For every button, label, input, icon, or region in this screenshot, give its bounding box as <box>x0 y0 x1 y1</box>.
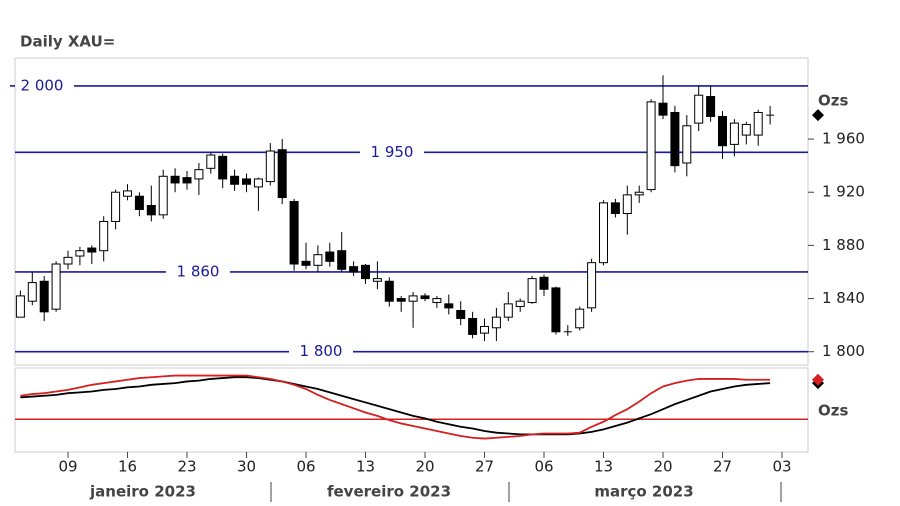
level-label: 1 860 <box>177 262 220 280</box>
candle-body <box>384 280 394 302</box>
candle-body <box>123 190 132 197</box>
indicator-unit-label: Ozs <box>818 402 848 420</box>
candle-body <box>75 250 85 257</box>
candle-body <box>753 111 763 136</box>
main-panel-frame <box>14 57 809 366</box>
x-tick-label: 20 <box>653 458 672 476</box>
candle-body <box>206 154 216 169</box>
x-tick-label: 06 <box>296 458 315 476</box>
candle-body <box>242 178 251 185</box>
candle-body <box>622 194 632 214</box>
candle-body <box>134 195 144 211</box>
x-tick-label: 30 <box>237 458 256 476</box>
candle-body <box>361 264 370 280</box>
candle-body <box>158 175 168 216</box>
indicator-panel-frame <box>14 367 809 453</box>
x-tick-label: 27 <box>475 458 494 476</box>
candle-body <box>313 254 323 266</box>
candle-body <box>87 247 97 253</box>
candle-body <box>230 175 240 185</box>
candle-body <box>527 278 537 304</box>
candle-body <box>610 202 620 214</box>
candle-body <box>218 155 228 180</box>
unit-label: Ozs <box>818 92 848 110</box>
candle-body <box>503 303 513 318</box>
candle-body <box>551 287 561 333</box>
candle-body <box>468 317 478 335</box>
candle-body <box>301 260 311 266</box>
x-tick-label: 06 <box>534 458 553 476</box>
indicator-line <box>20 376 771 436</box>
candle-body <box>182 177 192 184</box>
candle-body <box>325 251 335 262</box>
candle-body <box>349 266 359 273</box>
candle-body <box>706 96 716 117</box>
candle-body <box>575 308 585 329</box>
candle-body <box>146 205 156 216</box>
candle-body <box>15 295 25 318</box>
y-tick-label: 1 880 <box>822 236 865 254</box>
x-tick-label: 13 <box>594 458 613 476</box>
x-tick-label: 20 <box>415 458 434 476</box>
candle-body <box>587 262 597 309</box>
candle-body <box>670 111 680 167</box>
level-label: 1 950 <box>371 143 414 161</box>
month-label: março 2023 <box>594 483 693 501</box>
candle-body <box>51 263 61 310</box>
y-tick-label: 1 840 <box>822 289 865 307</box>
candle-body <box>491 316 501 329</box>
candle-body <box>456 310 466 319</box>
candle-body <box>289 201 299 265</box>
x-tick-label: 23 <box>177 458 196 476</box>
candle-body <box>99 220 109 252</box>
month-label: janeiro 2023 <box>89 483 196 501</box>
candle-body <box>277 149 287 199</box>
candle-body <box>599 202 608 264</box>
last-value-marker <box>812 109 824 122</box>
candle-body <box>420 295 430 300</box>
x-tick-label: 27 <box>713 458 732 476</box>
y-tick-label: 1 920 <box>822 183 865 201</box>
candle-body <box>682 125 692 164</box>
candle-body <box>444 303 454 309</box>
candle-body <box>718 115 727 147</box>
candle-body <box>539 276 549 290</box>
y-tick-label: 1 960 <box>822 130 865 148</box>
candle-body <box>27 282 37 302</box>
candle-body <box>372 278 382 282</box>
candle-body <box>729 122 739 145</box>
chart-title: Daily XAU= <box>20 33 115 51</box>
candle-body <box>646 101 656 191</box>
candle-body <box>658 102 668 116</box>
candle-body <box>408 295 418 302</box>
candle-body <box>337 250 347 270</box>
indicator-marker <box>812 373 824 386</box>
candle-body <box>694 94 704 124</box>
candle-body <box>39 280 49 313</box>
candle-body <box>253 178 263 188</box>
candle-body <box>741 123 751 136</box>
candle-body <box>111 191 121 222</box>
level-label: 1 800 <box>300 342 343 360</box>
indicator-line <box>20 374 771 440</box>
x-tick-label: 13 <box>356 458 375 476</box>
month-label: fevereiro 2023 <box>327 483 451 501</box>
candle-body <box>396 298 406 302</box>
candle-body <box>634 191 644 196</box>
x-tick-label: 09 <box>58 458 77 476</box>
candle-body <box>194 169 204 180</box>
candle-body <box>515 300 525 308</box>
y-tick-label: 1 800 <box>822 342 865 360</box>
candle-body <box>432 298 442 304</box>
x-tick-label: 03 <box>772 458 791 476</box>
level-label: 2 000 <box>21 76 64 94</box>
candle-body <box>480 325 489 334</box>
candle-body <box>63 256 73 265</box>
candle-body <box>170 175 180 184</box>
candle-body <box>265 150 275 183</box>
x-tick-label: 16 <box>118 458 137 476</box>
